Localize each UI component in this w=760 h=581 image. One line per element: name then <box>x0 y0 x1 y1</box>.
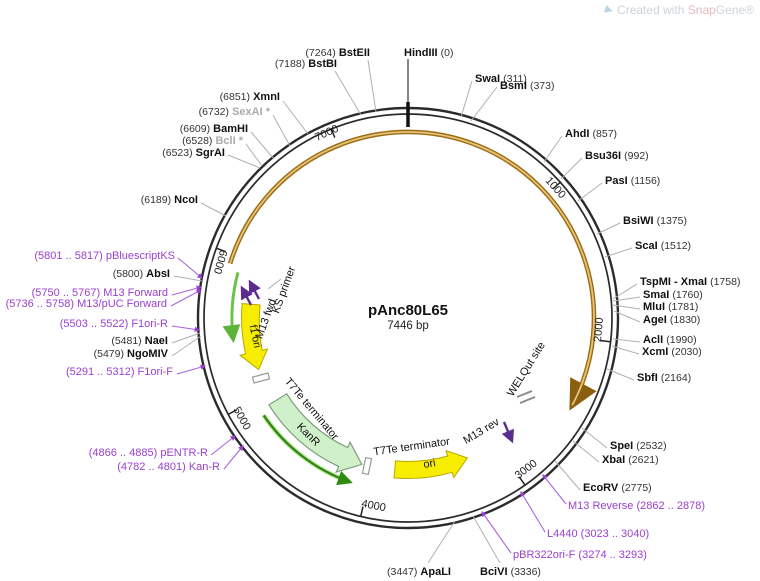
site-ncoI: (6189) NcoI <box>140 194 198 206</box>
site-sbfI: SbfI (2164) <box>637 372 692 384</box>
site-smaI: SmaI (1760) <box>643 289 703 301</box>
green-arc-feature <box>222 272 241 344</box>
m13-rev-label: M13 rev <box>461 416 502 447</box>
site-bsu36I: Bsu36I (992) <box>585 150 649 162</box>
t7te-terminator-label-2: T7Te terminator <box>373 436 451 459</box>
site-ngoMIV: (5479) NgoMIV <box>93 348 168 360</box>
site-sexAI: (6732) SexAI * <box>198 106 270 118</box>
m13-fwd-arrow <box>240 285 253 306</box>
plasmid-size: 7446 bp <box>387 320 429 332</box>
site-swaI: SwaI (311) <box>475 73 527 85</box>
site-scaI: ScaI (1512) <box>635 240 692 252</box>
site-apaLI: (3447) ApaLI <box>387 566 451 578</box>
f1-ori-arrow <box>238 302 269 371</box>
ori-label: ori <box>422 457 436 471</box>
backbone-feature-arc <box>227 129 597 411</box>
site-speI: SpeI (2532) <box>610 440 667 452</box>
tick-label-6000: 6000 <box>211 248 229 275</box>
primer-m13-puc-forward: (5736 .. 5758) M13/pUC Forward <box>5 298 167 310</box>
ori-arrow <box>393 449 469 479</box>
welqut-site-label: WELQut site <box>505 340 548 399</box>
primer-l4440: L4440 (3023 .. 3040) <box>547 528 650 540</box>
site-pasI: PasI (1156) <box>605 175 661 187</box>
site-mluI: MluI (1781) <box>643 301 699 313</box>
welqut-site-mark <box>516 390 536 404</box>
primer-leader-lines <box>170 257 567 554</box>
site-xbaI: XbaI (2621) <box>602 454 659 466</box>
leader-lines <box>171 59 641 564</box>
ks-primer-arrow <box>248 279 261 300</box>
tick-marks <box>216 128 611 517</box>
site-hindIII: HindIII (0) <box>404 47 454 59</box>
tick-label-4000: 4000 <box>360 498 386 514</box>
site-bamHI: (6609) BamHI <box>179 123 248 135</box>
site-bsmI: BsmI (373) <box>500 80 555 92</box>
primer-f1ori-f: (5291 .. 5312) F1ori-F <box>65 366 173 378</box>
t7te-terminator-marker-1 <box>251 372 271 384</box>
site-ageI: AgeI (1830) <box>643 314 701 326</box>
plasmid-name: pAnc80L65 <box>367 302 449 319</box>
site-tspMI-xmaI: TspMI - XmaI (1758) <box>640 276 741 288</box>
f1-ori-label: f1 ori <box>247 324 264 349</box>
site-bstEII: (7264) BstEII <box>305 47 370 59</box>
site-aclI: AclI (1990) <box>643 334 697 346</box>
primer-kan-r: (4782 .. 4801) Kan-R <box>117 461 220 473</box>
site-xcmI: XcmI (2030) <box>642 346 702 358</box>
site-absI: (5800) AbsI <box>112 268 170 280</box>
site-naeI: (5481) NaeI <box>111 335 168 347</box>
primer-pbr322ori-f: pBR322ori-F (3274 .. 3293) <box>513 549 647 561</box>
site-ahdI: AhdI (857) <box>565 128 618 140</box>
site-bclI: (6528) BclI * <box>182 135 243 147</box>
kanr-arrow <box>261 392 363 486</box>
primer-arrows <box>240 279 514 444</box>
site-bstBI: (7188) BstBI <box>274 58 337 70</box>
site-xmnI: (6851) XmnI <box>219 91 280 103</box>
primer-pentr-r: (4866 .. 4885) pENTR-R <box>88 447 208 459</box>
site-bciVI: BciVI (3336) <box>480 566 541 578</box>
primer-m13-forward: (5750 .. 5767) M13 Forward <box>31 287 168 299</box>
site-bsiWI: BsiWI (1375) <box>623 215 687 227</box>
tick-label-5000: 5000 <box>230 405 252 432</box>
tick-label-7000: 7000 <box>313 123 340 144</box>
tick-label-2000: 2000 <box>592 317 606 342</box>
watermark-text: Created with SnapGene® <box>617 3 754 17</box>
snapgene-icon <box>604 4 615 16</box>
primer-f1ori-r: (5503 .. 5522) F1ori-R <box>59 318 168 330</box>
primer-m13-reverse: M13 Reverse (2862 .. 2878) <box>568 500 705 512</box>
primer-pbluescriptks: (5801 .. 5817) pBluescriptKS <box>34 250 175 262</box>
watermark: Created with SnapGene® <box>604 3 754 17</box>
site-ecoRV: EcoRV (2775) <box>583 482 652 494</box>
feature-labels: KS primer M13 fwd f1 ori T7Te terminator… <box>247 265 548 471</box>
site-sgrAI: (6523) SgrAI <box>162 147 225 159</box>
m13-rev-arrow <box>501 421 514 444</box>
t7te-terminator-marker-2 <box>361 456 373 476</box>
